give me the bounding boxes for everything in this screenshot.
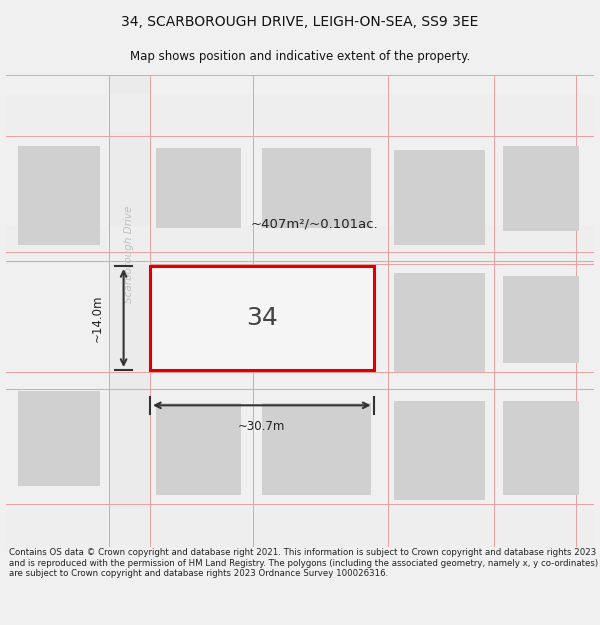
Bar [262,276,371,363]
Bar [503,401,580,495]
Bar [18,146,100,245]
Bar [262,148,371,228]
Text: Contains OS data © Crown copyright and database right 2021. This information is : Contains OS data © Crown copyright and d… [9,549,598,578]
Bar [394,401,485,500]
Bar [394,273,485,372]
Bar [503,276,580,363]
Bar [503,146,580,231]
Bar [109,75,150,547]
Bar [18,391,100,486]
Bar [150,266,373,370]
Bar [262,403,371,495]
Text: ~14.0m: ~14.0m [91,294,104,342]
Bar [6,94,594,132]
Text: ~30.7m: ~30.7m [238,420,286,433]
Bar [6,509,594,547]
Text: 34: 34 [246,306,278,330]
Text: Scarborough Drive: Scarborough Drive [124,206,134,303]
Bar [394,151,485,245]
Text: 34, SCARBOROUGH DRIVE, LEIGH-ON-SEA, SS9 3EE: 34, SCARBOROUGH DRIVE, LEIGH-ON-SEA, SS9… [121,15,479,29]
Bar [156,148,241,228]
Text: Map shows position and indicative extent of the property.: Map shows position and indicative extent… [130,50,470,62]
Text: ~407m²/~0.101ac.: ~407m²/~0.101ac. [251,217,379,230]
Bar [6,226,594,264]
Bar [156,403,241,495]
